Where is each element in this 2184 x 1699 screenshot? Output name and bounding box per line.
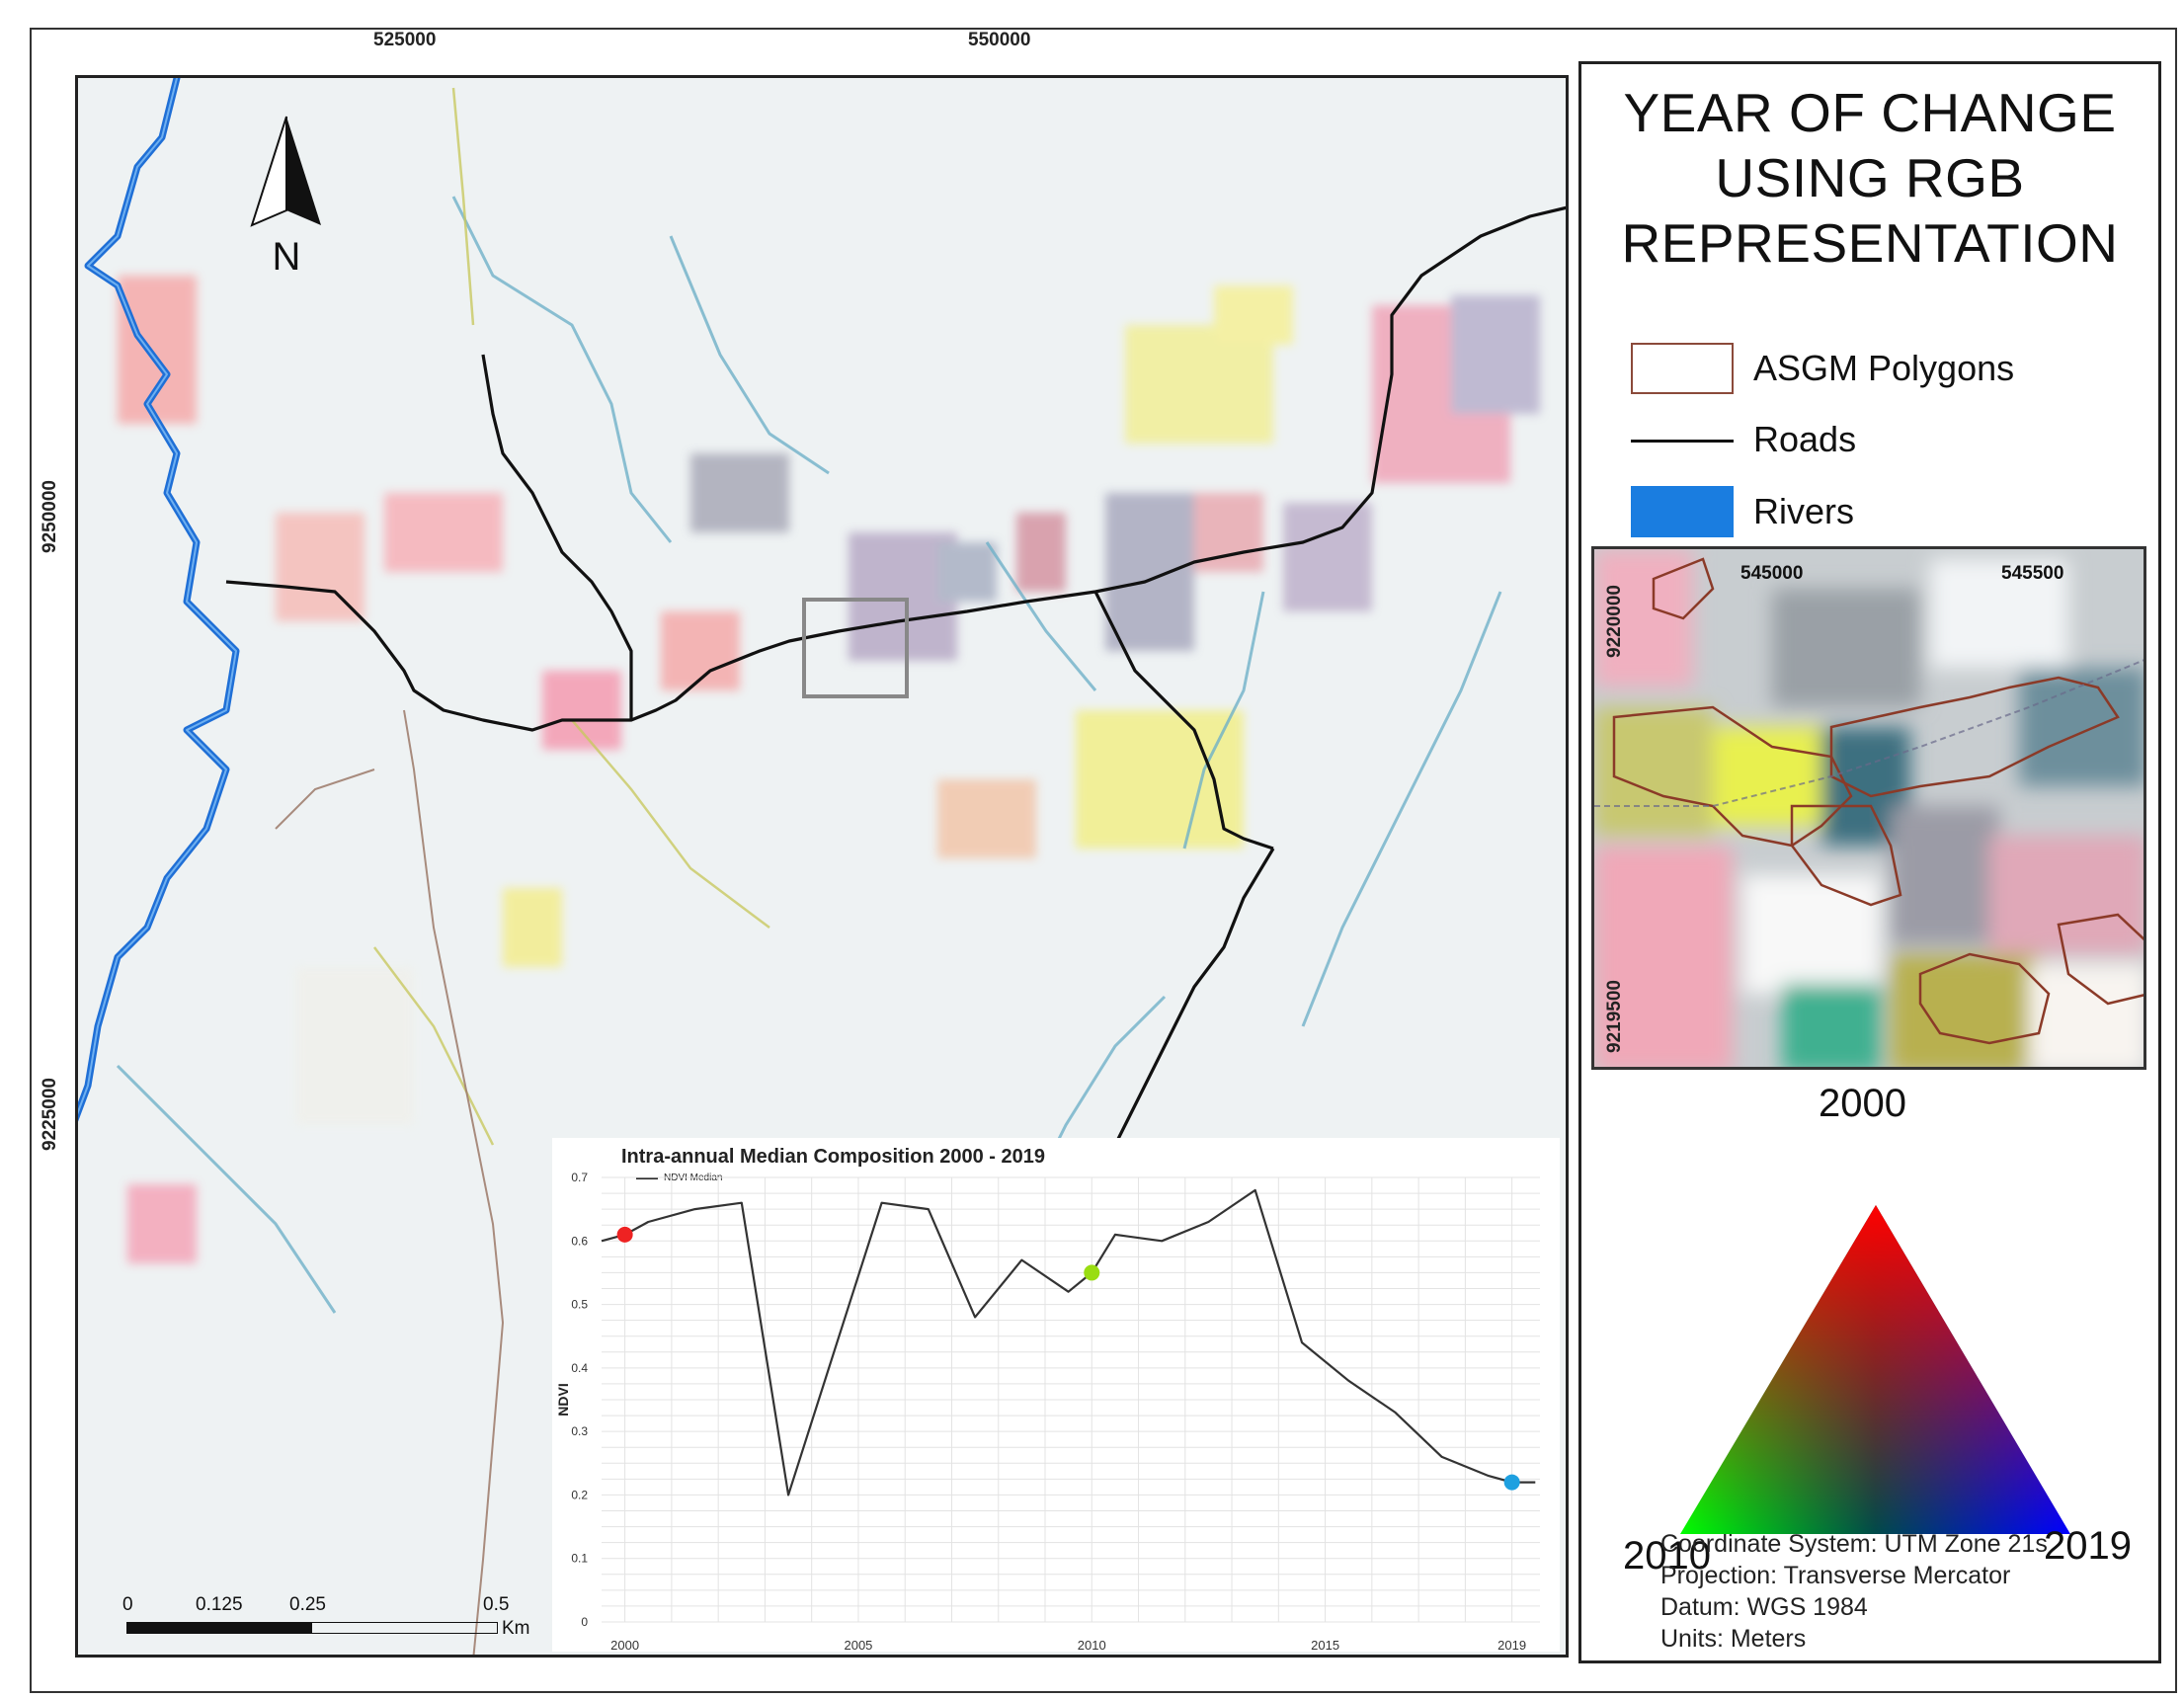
x-tick-550000: 550000	[968, 30, 1031, 50]
chart-series-line	[601, 1188, 1536, 1497]
inset-patches	[1594, 549, 2144, 1067]
road-line-swatch	[1631, 439, 1734, 443]
chart-y-tick-label: 0	[581, 1615, 588, 1629]
inset-x-tick-545500: 545500	[2001, 563, 2064, 584]
scale-label-0125: 0.125	[196, 1594, 243, 1615]
tracks-layer	[275, 709, 505, 1655]
triangle-label-right: 2019	[2044, 1524, 2132, 1568]
y-tick-9225000: 9225000	[40, 1078, 60, 1151]
chart-y-tick-label: 0.4	[571, 1361, 588, 1375]
chart-highlight-point	[1503, 1474, 1520, 1491]
main-map[interactable]: N Intra-annual Median Composition 2000 -…	[75, 75, 1569, 1658]
change-patches	[118, 276, 1540, 1263]
scale-bar-fill	[126, 1622, 312, 1634]
chart-plot-area: 0 0.1 0.2 0.3 0.4 0.5 0.6 0.7 2000 2005 2010 2015 20…	[555, 1171, 1540, 1652]
north-label: N	[273, 235, 301, 279]
chart-x-tick-label: 2015	[1311, 1638, 1339, 1652]
triangle-label-left: 2010	[1623, 1534, 1711, 1578]
ndvi-chart: Intra-annual Median Composition 2000 - 2…	[552, 1138, 1560, 1652]
legend-label-rivers: Rivers	[1753, 491, 1855, 531]
chart-y-tick-label: 0.7	[571, 1171, 588, 1184]
scale-label-025: 0.25	[289, 1594, 326, 1615]
inset-asgm-polygons	[1612, 557, 2144, 1045]
legend-label-asgm: ASGM Polygons	[1753, 348, 2015, 388]
legend-title: YEAR OF CHANGE USING RGB REPRESENTATION	[1581, 80, 2158, 276]
streams-layer	[116, 196, 1502, 1314]
scale-bar: 0 0.125 0.25 0.5 Km	[122, 1594, 561, 1644]
chart-y-axis-label: NDVI	[555, 1383, 571, 1416]
chart-y-tick-label: 0.3	[571, 1424, 588, 1438]
roads-layer	[225, 205, 1566, 1175]
map-metadata: Coordinate System: UTM Zone 21s Projecti…	[1660, 1528, 2048, 1655]
meta-units: Units: Meters	[1660, 1625, 1807, 1653]
scale-label-05: 0.5	[483, 1594, 510, 1615]
chart-x-tick-label: 2005	[844, 1638, 872, 1652]
north-arrow: N	[250, 116, 321, 279]
scale-label-0: 0	[122, 1594, 133, 1615]
chart-y-tick-label: 0.1	[571, 1552, 588, 1566]
x-tick-525000: 525000	[373, 30, 437, 50]
meta-coordinate-system: Coordinate System: UTM Zone 21s	[1660, 1530, 2048, 1558]
river-swatch	[1631, 486, 1734, 537]
inset-y-tick-9220000: 9220000	[1604, 585, 1625, 658]
legend-title-line-1: YEAR OF CHANGE	[1623, 82, 2117, 143]
inset-y-tick-9219500: 9219500	[1604, 980, 1625, 1053]
streams-yellow-layer	[373, 87, 770, 1146]
chart-highlight-point	[1084, 1264, 1100, 1281]
inset-road	[1594, 659, 2144, 807]
inset-canvas	[1594, 549, 2144, 1067]
rivers-layer	[78, 78, 240, 1122]
legend-item-roads: Roads	[1631, 410, 1856, 469]
figure-frame	[30, 28, 2177, 1693]
chart-highlight-point	[616, 1226, 633, 1243]
legend-item-rivers: Rivers	[1631, 482, 1854, 541]
legend-item-asgm: ASGM Polygons	[1631, 339, 2014, 398]
chart-x-tick-label: 2010	[1078, 1638, 1106, 1652]
legend-title-line-3: REPRESENTATION	[1621, 212, 2119, 274]
scale-unit: Km	[502, 1618, 530, 1639]
asgm-polygon-swatch	[1631, 343, 1734, 394]
y-tick-9250000: 9250000	[40, 480, 60, 553]
legend-title-line-2: USING RGB	[1715, 147, 2025, 208]
chart-x-tick-label: 2019	[1497, 1638, 1526, 1652]
chart-x-tick-label: 2000	[610, 1638, 639, 1652]
legend-panel: YEAR OF CHANGE USING RGB REPRESENTATION …	[1578, 61, 2161, 1663]
rgb-color-triangle	[1680, 1205, 2070, 1534]
meta-projection: Projection: Transverse Mercator	[1660, 1562, 2011, 1589]
triangle-label-top: 2000	[1819, 1082, 1906, 1125]
inset-x-tick-545000: 545000	[1740, 563, 1804, 584]
inset-extent-box[interactable]	[802, 598, 909, 698]
meta-datum: Datum: WGS 1984	[1660, 1593, 1868, 1621]
chart-y-tick-label: 0.6	[571, 1234, 588, 1248]
legend-label-roads: Roads	[1753, 419, 1857, 459]
chart-y-tick-label: 0.5	[571, 1298, 588, 1312]
chart-title: Intra-annual Median Composition 2000 - 2…	[621, 1146, 1045, 1168]
inset-map[interactable]: 545000 545500 9220000 9219500	[1591, 546, 2146, 1070]
chart-y-tick-label: 0.2	[571, 1488, 588, 1501]
